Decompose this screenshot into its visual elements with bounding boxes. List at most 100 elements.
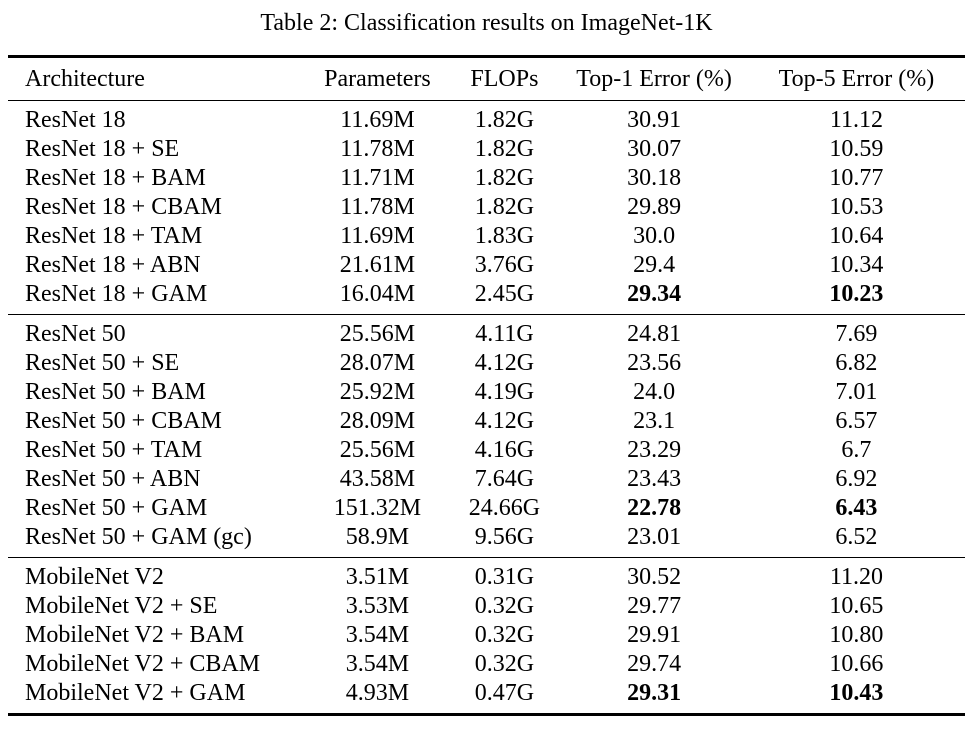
- table-row: ResNet 50 + CBAM 28.09M 4.12G 23.1 6.57: [8, 407, 965, 436]
- cell-top1-error: 29.89: [627, 194, 682, 220]
- table-row: ResNet 50 + SE 28.07M 4.12G 23.56 6.82: [8, 349, 965, 378]
- cell-flops: 9.56G: [474, 524, 535, 550]
- cell-architecture: MobileNet V2 + CBAM: [25, 651, 261, 677]
- cell-parameters: 21.61M: [339, 252, 416, 278]
- cell-architecture: ResNet 50 + CBAM: [25, 408, 222, 434]
- cell-flops: 4.16G: [474, 437, 535, 463]
- table-row: ResNet 18 11.69M 1.82G 30.91 11.12: [8, 101, 965, 136]
- cell-architecture: ResNet 50 + TAM: [25, 437, 203, 463]
- table-row: ResNet 50 + GAM 151.32M 24.66G 22.78 6.43: [8, 494, 965, 523]
- cell-parameters: 3.53M: [345, 593, 410, 619]
- cell-top1-error: 30.91: [627, 107, 682, 133]
- cell-top5-error: 10.59: [829, 136, 884, 162]
- cell-parameters: 16.04M: [339, 281, 416, 307]
- cell-top5-error: 10.34: [829, 252, 884, 278]
- cell-flops: 0.32G: [474, 622, 535, 648]
- cell-flops: 7.64G: [474, 466, 535, 492]
- cell-top1-error: 29.74: [627, 651, 682, 677]
- cell-parameters: 58.9M: [345, 524, 410, 550]
- cell-parameters: 4.93M: [345, 680, 410, 706]
- column-header-top5-error: Top-5 Error (%): [778, 66, 935, 92]
- cell-architecture: ResNet 50 + ABN: [25, 466, 201, 492]
- cell-architecture: ResNet 50 + GAM (gc): [25, 524, 252, 550]
- cell-top1-error: 23.01: [627, 524, 682, 550]
- table-row: ResNet 18 + SE 11.78M 1.82G 30.07 10.59: [8, 135, 965, 164]
- table-section-2: ResNet 50 25.56M 4.11G 24.81 7.69 ResNet 50 +…: [8, 314, 965, 558]
- cell-flops: 3.76G: [474, 252, 535, 278]
- cell-flops: 0.47G: [474, 680, 535, 706]
- cell-architecture: ResNet 50 + SE: [25, 350, 180, 376]
- cell-parameters: 151.32M: [333, 495, 422, 521]
- cell-flops: 1.82G: [474, 136, 535, 162]
- cell-architecture: ResNet 50: [25, 321, 126, 347]
- cell-parameters: 28.09M: [339, 408, 416, 434]
- column-header-architecture: Architecture: [25, 66, 145, 92]
- table-row: ResNet 18 + GAM 16.04M 2.45G 29.34 10.23: [8, 280, 965, 315]
- cell-top1-error: 24.81: [627, 321, 682, 347]
- cell-architecture: ResNet 18 + SE: [25, 136, 180, 162]
- cell-parameters: 3.54M: [345, 651, 410, 677]
- table-row: MobileNet V2 + GAM 4.93M 0.47G 29.31 10.43: [8, 679, 965, 715]
- cell-flops: 0.31G: [474, 564, 535, 590]
- cell-top5-error: 7.69: [835, 321, 878, 347]
- cell-flops: 4.12G: [474, 350, 535, 376]
- column-header-top1-error: Top-1 Error (%): [576, 66, 732, 92]
- table-row: ResNet 50 + TAM 25.56M 4.16G 23.29 6.7: [8, 436, 965, 465]
- column-header-flops: FLOPs: [470, 66, 539, 92]
- cell-top5-error: 6.43: [835, 495, 878, 521]
- cell-architecture: ResNet 18: [25, 107, 126, 133]
- table-row: ResNet 18 + ABN 21.61M 3.76G 29.4 10.34: [8, 251, 965, 280]
- table-row: ResNet 18 + CBAM 11.78M 1.82G 29.89 10.53: [8, 193, 965, 222]
- cell-top1-error: 30.0: [633, 223, 676, 249]
- cell-parameters: 25.92M: [339, 379, 416, 405]
- cell-top1-error: 23.43: [627, 466, 682, 492]
- cell-flops: 1.83G: [474, 223, 535, 249]
- cell-flops: 0.32G: [474, 651, 535, 677]
- results-table: Architecture Parameters FLOPs Top-1 Erro…: [8, 55, 965, 716]
- cell-top1-error: 29.4: [633, 252, 676, 278]
- cell-top1-error: 29.77: [627, 593, 682, 619]
- cell-parameters: 11.78M: [340, 194, 415, 220]
- header-row: Architecture Parameters FLOPs Top-1 Erro…: [8, 57, 965, 101]
- cell-architecture: ResNet 18 + ABN: [25, 252, 201, 278]
- table-row: ResNet 18 + TAM 11.69M 1.83G 30.0 10.64: [8, 222, 965, 251]
- table-row: ResNet 50 + ABN 43.58M 7.64G 23.43 6.92: [8, 465, 965, 494]
- table-caption: Table 2: Classification results on Image…: [260, 10, 713, 36]
- cell-architecture: MobileNet V2: [25, 564, 164, 590]
- cell-top5-error: 6.52: [835, 524, 878, 550]
- table-row: MobileNet V2 + BAM 3.54M 0.32G 29.91 10.80: [8, 621, 965, 650]
- cell-top1-error: 23.29: [627, 437, 682, 463]
- cell-top5-error: 10.43: [829, 680, 884, 706]
- cell-architecture: ResNet 18 + TAM: [25, 223, 203, 249]
- cell-top5-error: 6.92: [835, 466, 878, 492]
- cell-top1-error: 29.91: [627, 622, 682, 648]
- cell-top5-error: 11.12: [829, 107, 883, 133]
- cell-top5-error: 6.7: [841, 437, 872, 463]
- cell-flops: 4.19G: [474, 379, 535, 405]
- cell-flops: 1.82G: [474, 194, 535, 220]
- cell-flops: 1.82G: [474, 165, 535, 191]
- cell-flops: 4.12G: [474, 408, 535, 434]
- cell-flops: 0.32G: [474, 593, 535, 619]
- cell-architecture: ResNet 50 + GAM: [25, 495, 208, 521]
- cell-parameters: 11.69M: [340, 107, 415, 133]
- column-header-parameters: Parameters: [324, 66, 431, 92]
- cell-top5-error: 6.82: [835, 350, 878, 376]
- cell-top1-error: 30.18: [627, 165, 682, 191]
- cell-top1-error: 30.07: [627, 136, 682, 162]
- cell-top5-error: 10.53: [829, 194, 884, 220]
- cell-flops: 1.82G: [474, 107, 535, 133]
- table-section-3: MobileNet V2 3.51M 0.31G 30.52 11.20 MobileNe…: [8, 557, 965, 715]
- cell-top1-error: 23.56: [627, 350, 682, 376]
- cell-parameters: 3.54M: [345, 622, 410, 648]
- cell-architecture: MobileNet V2 + GAM: [25, 680, 246, 706]
- table-row: MobileNet V2 3.51M 0.31G 30.52 11.20: [8, 558, 965, 593]
- cell-parameters: 3.51M: [345, 564, 410, 590]
- cell-top1-error: 29.31: [627, 680, 682, 706]
- cell-top5-error: 7.01: [835, 379, 878, 405]
- cell-flops: 2.45G: [474, 281, 535, 307]
- cell-architecture: ResNet 18 + BAM: [25, 165, 206, 191]
- cell-top5-error: 10.65: [829, 593, 884, 619]
- table-row: ResNet 50 + GAM (gc) 58.9M 9.56G 23.01 6.52: [8, 523, 965, 558]
